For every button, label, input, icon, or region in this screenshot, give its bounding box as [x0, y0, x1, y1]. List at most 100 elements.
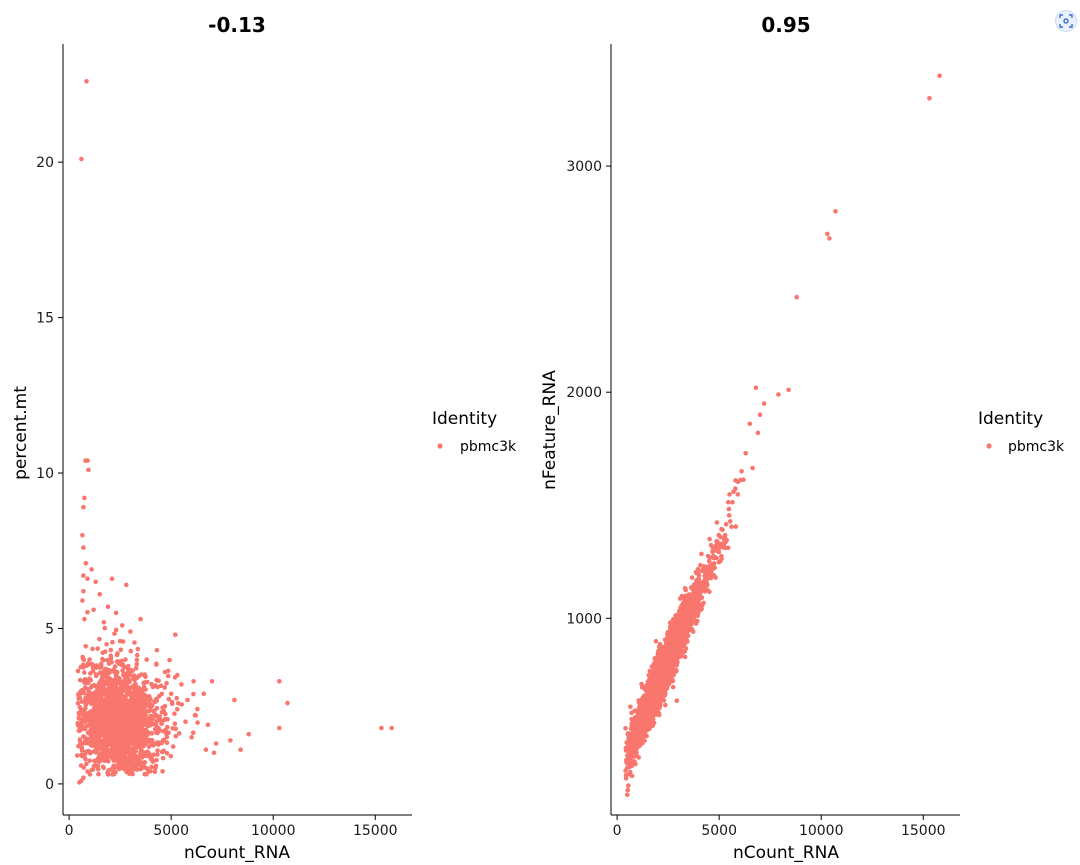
data-point: [652, 663, 657, 668]
data-point-outlier: [85, 458, 90, 463]
data-point: [79, 753, 85, 759]
data-point: [98, 670, 103, 675]
data-point-outlier: [277, 679, 282, 684]
data-point: [719, 526, 724, 532]
data-point: [673, 627, 678, 633]
data-point: [640, 685, 645, 690]
data-point: [97, 664, 102, 670]
data-point: [146, 739, 151, 744]
data-point: [134, 766, 139, 772]
data-point: [100, 764, 106, 770]
right-panel: 0.95 nFeature_RNA nCount_RNA 0 5000 10000 1…: [540, 13, 1065, 863]
data-point: [173, 733, 179, 739]
data-point: [125, 690, 130, 696]
data-point: [95, 715, 100, 720]
data-point-outlier: [189, 735, 194, 740]
right-y-tick-label: 2000: [566, 385, 602, 401]
data-point: [726, 506, 732, 512]
data-point: [646, 673, 651, 678]
data-point: [133, 666, 139, 671]
data-point: [79, 699, 85, 704]
right-y-axis-label: nFeature_RNA: [540, 370, 560, 490]
data-point: [131, 732, 136, 737]
data-point: [721, 536, 727, 542]
left-x-tick-label: 0: [65, 823, 74, 839]
data-point: [689, 575, 695, 580]
data-point: [124, 761, 130, 767]
data-point: [121, 766, 127, 772]
data-point: [669, 651, 674, 657]
right-x-tick-label: 5000: [701, 823, 737, 839]
data-point: [673, 669, 679, 674]
data-point-outlier: [162, 703, 168, 709]
data-point: [115, 680, 121, 685]
data-point: [190, 730, 196, 735]
data-point: [143, 735, 148, 740]
data-point: [93, 690, 98, 696]
data-point: [634, 744, 639, 750]
data-point: [666, 682, 672, 687]
data-point: [672, 623, 678, 628]
data-point-outlier: [81, 775, 86, 780]
data-point: [694, 570, 699, 576]
data-point: [138, 706, 144, 712]
data-point: [172, 721, 178, 727]
screenshot-lens-button[interactable]: [1055, 10, 1077, 32]
data-point: [142, 750, 148, 755]
data-point: [97, 756, 103, 762]
data-point: [686, 603, 692, 609]
data-point: [98, 743, 104, 749]
data-point: [131, 723, 136, 729]
data-point: [151, 752, 157, 757]
data-point: [97, 732, 103, 738]
data-point: [138, 694, 144, 699]
data-point: [665, 648, 671, 654]
data-point: [657, 650, 663, 655]
data-point: [81, 734, 86, 739]
data-point: [105, 717, 110, 723]
data-point: [148, 756, 154, 762]
data-point-outlier: [162, 669, 168, 675]
data-point-outlier: [753, 385, 759, 391]
data-point: [156, 717, 161, 722]
data-point-outlier: [193, 713, 198, 718]
data-point: [89, 767, 95, 773]
data-point: [674, 698, 680, 703]
data-point: [126, 720, 131, 726]
data-point: [648, 677, 653, 682]
data-point-outlier: [389, 725, 394, 731]
data-point-outlier: [743, 450, 748, 456]
data-point: [81, 765, 87, 770]
data-point: [83, 740, 89, 746]
data-point: [130, 706, 136, 711]
data-point: [666, 639, 672, 645]
data-point-outlier: [285, 700, 290, 706]
data-point: [75, 721, 80, 726]
data-point: [629, 710, 634, 716]
data-point: [683, 587, 688, 593]
data-point: [106, 667, 111, 673]
data-point-outlier: [101, 620, 107, 625]
data-point: [112, 693, 118, 698]
data-point: [639, 705, 644, 711]
data-point: [695, 590, 700, 596]
data-point: [160, 769, 165, 774]
data-point-outlier: [138, 616, 143, 622]
data-point: [139, 702, 144, 707]
data-point: [146, 769, 151, 774]
data-point-outlier: [794, 294, 799, 300]
data-point-outlier: [93, 579, 98, 585]
data-point: [647, 722, 653, 728]
data-point: [105, 772, 111, 777]
data-point: [692, 618, 698, 623]
data-point-outlier: [627, 772, 632, 777]
data-point: [134, 657, 140, 663]
data-point-outlier: [238, 747, 243, 752]
data-point: [87, 758, 92, 763]
data-point-outlier: [168, 691, 174, 697]
data-point: [121, 742, 127, 747]
data-point: [658, 676, 664, 682]
data-point: [155, 748, 160, 753]
data-point: [636, 739, 642, 745]
data-point: [163, 711, 168, 717]
